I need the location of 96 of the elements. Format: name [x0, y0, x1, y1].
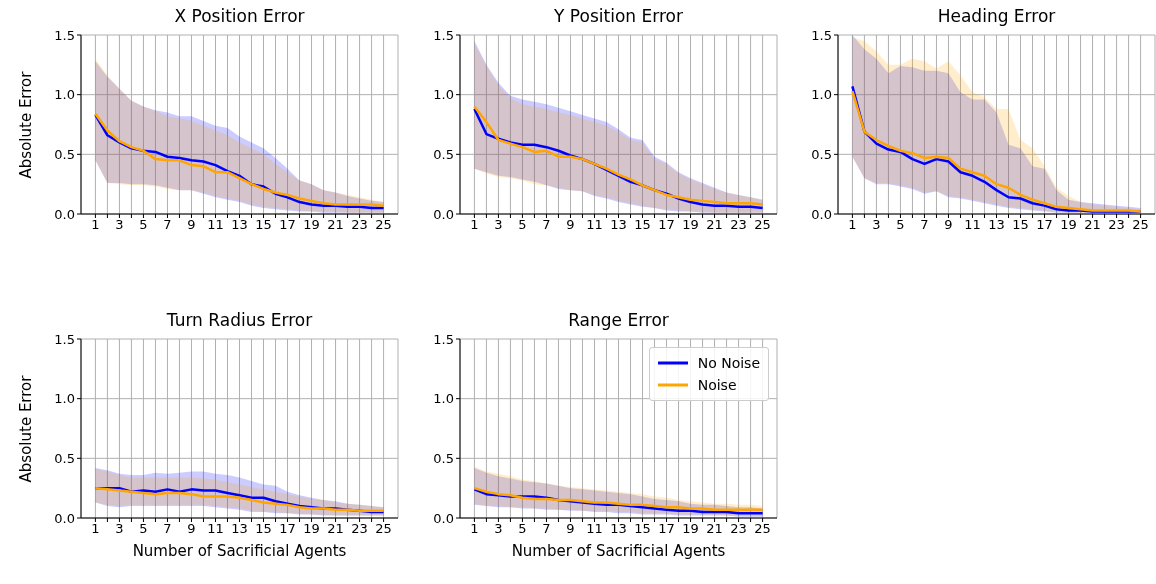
y-tick-label: 0.0: [433, 510, 454, 526]
x-tick-label: 13: [988, 217, 1005, 233]
x-tick-label: 23: [351, 521, 368, 537]
x-tick-label: 17: [1036, 217, 1053, 233]
x-tick-label: 13: [231, 217, 248, 233]
x-tick-label: 1: [848, 217, 857, 233]
x-tick-label: 23: [351, 217, 368, 233]
x-tick-label: 9: [187, 521, 196, 537]
x-tick-label: 19: [303, 521, 320, 537]
y-tick-label: 1.0: [54, 391, 75, 407]
x-tick-label: 21: [327, 217, 344, 233]
y-tick-label: 0.0: [54, 206, 75, 222]
x-tick-label: 9: [566, 521, 575, 537]
y-tick-label: 0.5: [433, 146, 454, 162]
x-axis-title: Number of Sacrificial Agents: [510, 542, 727, 560]
x-tick-label: 1: [470, 217, 479, 233]
x-tick-label: 19: [682, 521, 699, 537]
y-tick-label: 1.5: [811, 27, 832, 43]
x-tick-label: 11: [964, 217, 981, 233]
x-tick-label: 11: [586, 217, 603, 233]
x-tick-label: 21: [706, 217, 723, 233]
x-axis-title: Number of Sacrificial Agents: [131, 542, 348, 560]
x-tick-label: 15: [1012, 217, 1029, 233]
x-tick-label: 17: [658, 521, 675, 537]
x-tick-label: 13: [610, 521, 627, 537]
x-tick-label: 25: [1132, 217, 1149, 233]
x-tick-label: 5: [139, 521, 148, 537]
chart-title: X Position Error: [173, 6, 306, 26]
x-tick-label: 15: [255, 521, 272, 537]
x-tick-label: 23: [730, 521, 747, 537]
x-tick-label: 3: [115, 521, 124, 537]
x-tick-label: 25: [375, 521, 392, 537]
chart-title: Heading Error: [936, 6, 1057, 26]
y-tick-label: 0.0: [433, 206, 454, 222]
legend-label: No Noise: [697, 354, 760, 373]
x-tick-label: 19: [303, 217, 320, 233]
y-tick-label: 1.0: [433, 391, 454, 407]
x-tick-label: 3: [872, 217, 881, 233]
x-tick-label: 7: [542, 217, 551, 233]
y-tick-label: 0.5: [54, 146, 75, 162]
x-tick-label: 23: [1108, 217, 1125, 233]
x-tick-label: 9: [944, 217, 953, 233]
x-tick-label: 25: [754, 521, 771, 537]
x-tick-label: 15: [634, 521, 651, 537]
x-tick-label: 21: [706, 521, 723, 537]
x-tick-label: 5: [139, 217, 148, 233]
x-tick-label: 11: [207, 521, 224, 537]
x-tick-label: 23: [730, 217, 747, 233]
x-tick-label: 1: [91, 217, 100, 233]
x-tick-label: 25: [375, 217, 392, 233]
x-tick-label: 9: [187, 217, 196, 233]
x-tick-label: 7: [542, 521, 551, 537]
x-tick-label: 25: [754, 217, 771, 233]
x-tick-label: 13: [231, 521, 248, 537]
x-tick-label: 5: [518, 521, 527, 537]
x-tick-label: 5: [896, 217, 905, 233]
x-tick-label: 15: [255, 217, 272, 233]
chart-title: Y Position Error: [553, 6, 684, 26]
x-tick-label: 7: [163, 521, 172, 537]
x-tick-label: 17: [658, 217, 675, 233]
y-axis-title: Absolute Error: [17, 71, 36, 178]
chart-title: Turn Radius Error: [165, 310, 314, 330]
x-tick-label: 3: [115, 217, 124, 233]
legend-label: Noise: [697, 376, 737, 395]
x-tick-label: 21: [327, 521, 344, 537]
x-tick-label: 11: [207, 217, 224, 233]
y-axis-title: Absolute Error: [17, 375, 36, 482]
x-tick-label: 11: [586, 521, 603, 537]
y-tick-label: 1.0: [433, 87, 454, 103]
y-tick-label: 0.0: [54, 510, 75, 526]
x-tick-label: 15: [634, 217, 651, 233]
y-tick-label: 1.5: [433, 27, 454, 43]
y-tick-label: 0.5: [54, 450, 75, 466]
x-tick-label: 13: [610, 217, 627, 233]
x-tick-label: 17: [279, 521, 296, 537]
chart-title: Range Error: [567, 310, 670, 330]
x-tick-label: 1: [91, 521, 100, 537]
y-tick-label: 1.0: [54, 87, 75, 103]
x-tick-label: 9: [566, 217, 575, 233]
x-tick-label: 7: [920, 217, 929, 233]
y-tick-label: 1.5: [54, 331, 75, 347]
x-tick-label: 1: [470, 521, 479, 537]
x-tick-label: 21: [1084, 217, 1101, 233]
x-tick-label: 5: [518, 217, 527, 233]
x-tick-label: 19: [682, 217, 699, 233]
y-tick-label: 1.0: [811, 87, 832, 103]
x-tick-label: 3: [494, 521, 503, 537]
y-tick-label: 0.5: [811, 146, 832, 162]
x-tick-label: 19: [1060, 217, 1077, 233]
y-tick-label: 0.0: [811, 206, 832, 222]
y-tick-label: 1.5: [433, 331, 454, 347]
x-tick-label: 7: [163, 217, 172, 233]
x-tick-label: 17: [279, 217, 296, 233]
y-tick-label: 1.5: [54, 27, 75, 43]
x-tick-label: 3: [494, 217, 503, 233]
y-tick-label: 0.5: [433, 450, 454, 466]
